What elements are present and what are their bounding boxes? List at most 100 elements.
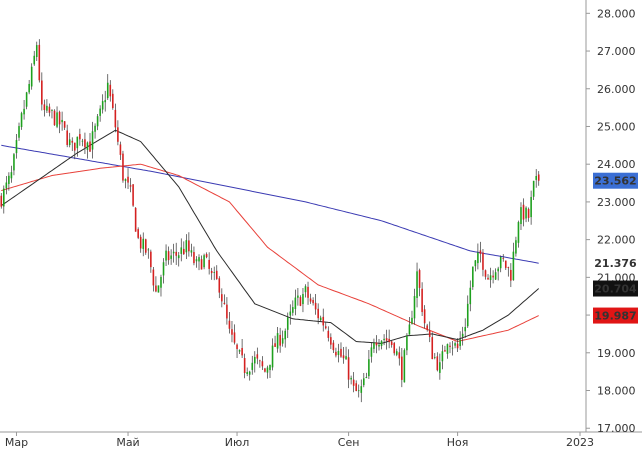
candle-down [299,297,302,306]
y-tick-label: 18.000 [597,385,636,398]
candle-up [373,342,375,349]
y-tick-label: 28.000 [597,7,636,20]
candle-up [68,139,71,146]
candle-down [66,130,68,145]
candle-down [484,270,487,277]
candle-down [332,342,335,351]
candle-up [461,333,464,337]
candle-up [406,335,408,351]
price-tag-label: 23.562 [594,175,636,188]
price-tags: 23.562 21.376 20.704 19.987 [593,172,638,324]
y-tick-label: 26.000 [597,83,636,96]
candle-up [86,142,89,150]
candle-down [355,383,357,392]
candle-down [487,277,489,280]
candle-down [200,259,203,270]
candle-up [18,126,20,138]
candle-down [48,106,51,113]
candle-down [322,316,325,326]
y-tick-label: 19.000 [597,347,636,360]
candle-up [337,350,340,356]
candle-up [286,317,289,330]
candle-down [134,207,137,232]
candle-up [203,255,205,268]
price-tag-box [593,307,638,324]
candle-up [269,364,271,371]
candle-down [241,348,243,356]
candle-up [292,307,294,313]
candle-up [96,116,99,127]
candle-down [352,379,355,386]
candle-down [347,357,350,380]
candle-up [190,250,193,253]
candle-down [317,308,319,319]
candle-down [233,332,236,343]
candle-up [512,251,515,281]
candle-up [177,255,180,259]
candle-down [109,84,112,97]
candle-down [335,351,337,356]
price-tag-label: 19.987 [594,310,636,323]
candle-down [444,350,446,352]
candle-down [84,139,86,148]
candle-down [89,141,91,152]
candle-down [385,338,388,341]
candle-up [101,101,104,110]
candle-up [441,351,444,362]
candle-up [446,344,449,354]
candle-up [532,180,535,197]
candle-down [261,361,264,367]
candle-down [243,358,246,373]
y-tick-label: 22.000 [597,234,636,247]
candle-down [314,302,317,310]
moving-average-line-1 [1,144,539,264]
candle-up [195,259,198,262]
candle-down [152,269,155,286]
candle-up [30,66,33,87]
y-tick-label: 23.000 [597,196,636,209]
candle-up [439,362,441,373]
candle-down [144,239,147,253]
candle-down [527,208,530,218]
candle-up [170,255,172,259]
candle-up [142,238,145,249]
candle-up [160,276,162,288]
candle-down [221,294,223,302]
candle-down [340,348,342,357]
candle-up [124,179,127,181]
candle-up [251,362,254,370]
candle-up [370,347,373,357]
candle-up [165,250,167,261]
candle-up [451,347,454,349]
candle-up [238,350,241,352]
candle-down [537,174,540,181]
candle-down [215,270,218,279]
candle-down [342,355,345,359]
candle-up [497,268,499,272]
candle-up [319,317,322,321]
candle-down [398,352,401,359]
candle-down [218,278,221,293]
candle-up [56,112,58,127]
candle-up [535,175,537,180]
candle-down [119,144,122,155]
candle-down [208,259,210,269]
candle-up [246,372,248,374]
candle-down [279,334,281,346]
candle-up [297,295,299,298]
candle-up [403,350,406,383]
candle-up [395,351,398,355]
price-tag-box [593,172,638,189]
candle-up [281,338,284,344]
candle-up [28,83,30,93]
candle-up [380,340,383,346]
candle-down [127,176,129,183]
candle-down [327,330,330,338]
candle-down [193,252,195,264]
moving-average-line-3 [1,129,540,344]
candle-up [162,262,165,276]
candle-down [188,240,190,252]
candle-down [401,356,403,380]
candle-up [35,45,38,58]
